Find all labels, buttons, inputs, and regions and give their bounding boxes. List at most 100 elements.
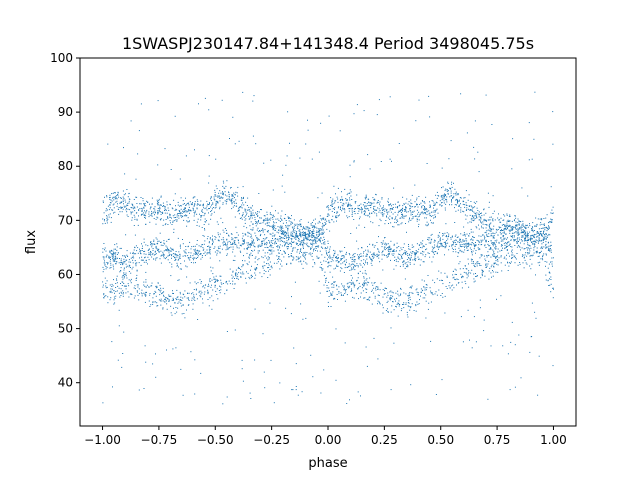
data-point (326, 287, 328, 289)
data-point (241, 243, 243, 245)
data-point (407, 266, 409, 268)
data-point (458, 247, 460, 249)
data-point (309, 232, 310, 234)
data-point (317, 197, 319, 199)
data-point (192, 292, 194, 294)
data-point (170, 312, 172, 314)
data-point (274, 229, 276, 231)
data-point (256, 264, 258, 266)
data-point (522, 220, 524, 222)
data-point (482, 227, 484, 229)
data-point (504, 224, 506, 226)
data-point (117, 285, 119, 287)
data-point (345, 202, 347, 204)
data-point (385, 310, 387, 311)
data-point (162, 251, 164, 253)
data-point (173, 231, 175, 233)
data-point (304, 233, 306, 235)
data-point (258, 246, 259, 248)
data-point (242, 271, 244, 273)
data-point (439, 232, 441, 234)
data-point (220, 289, 222, 291)
data-point (506, 228, 508, 230)
data-point (413, 246, 415, 248)
data-point (164, 301, 166, 303)
data-point (250, 246, 251, 248)
data-point (310, 224, 312, 226)
data-point (153, 293, 155, 295)
data-point (502, 232, 504, 234)
data-point (337, 215, 339, 217)
data-point (306, 244, 308, 246)
data-point (292, 236, 294, 237)
data-point (464, 206, 466, 208)
data-point (270, 250, 271, 252)
data-point (278, 256, 280, 258)
data-point (202, 298, 203, 300)
data-point (446, 235, 447, 237)
data-point (210, 211, 212, 212)
data-point (497, 260, 499, 262)
data-point (513, 226, 515, 228)
data-point (299, 243, 301, 245)
data-point (360, 206, 362, 208)
data-point (167, 255, 169, 257)
data-point (169, 216, 171, 218)
data-point (441, 202, 442, 204)
data-point (481, 225, 482, 227)
data-point (422, 297, 424, 299)
data-point (340, 263, 342, 265)
data-point (438, 289, 440, 291)
data-point (126, 211, 128, 213)
data-point (476, 239, 478, 241)
data-point (195, 251, 197, 253)
data-point (168, 250, 170, 252)
data-point (434, 244, 436, 246)
data-point (193, 298, 195, 300)
data-point (388, 253, 390, 255)
data-point (347, 266, 349, 268)
data-point (184, 207, 186, 209)
data-point (219, 251, 221, 253)
data-point (340, 207, 341, 209)
data-point (155, 246, 157, 248)
data-point (550, 218, 552, 220)
data-point (407, 305, 409, 307)
data-point (245, 282, 247, 284)
data-point (542, 241, 544, 243)
data-point (523, 257, 525, 259)
data-point (412, 211, 414, 213)
data-point (113, 207, 115, 209)
data-point (540, 233, 542, 235)
data-point (277, 218, 279, 220)
data-point (231, 244, 233, 245)
data-point (541, 235, 543, 236)
data-point (182, 239, 183, 240)
data-point (198, 225, 200, 227)
data-point (403, 217, 405, 219)
data-point (530, 247, 532, 249)
data-point (109, 284, 111, 286)
data-point (140, 253, 142, 255)
data-point (154, 212, 156, 214)
data-point (531, 241, 533, 243)
data-point (237, 210, 239, 212)
data-point (503, 231, 505, 233)
data-point (476, 212, 478, 214)
data-point (365, 279, 367, 281)
data-point (149, 208, 151, 210)
data-point (511, 254, 513, 256)
data-point (271, 205, 273, 207)
data-point (297, 258, 299, 260)
data-point (219, 247, 221, 249)
data-point (274, 238, 276, 240)
data-point (547, 250, 549, 251)
data-point (493, 225, 495, 227)
data-point (222, 197, 224, 199)
data-point (518, 233, 519, 235)
data-point (417, 251, 419, 253)
data-point (424, 202, 426, 204)
data-point (202, 212, 204, 213)
data-point (466, 209, 468, 211)
data-point (284, 253, 286, 254)
